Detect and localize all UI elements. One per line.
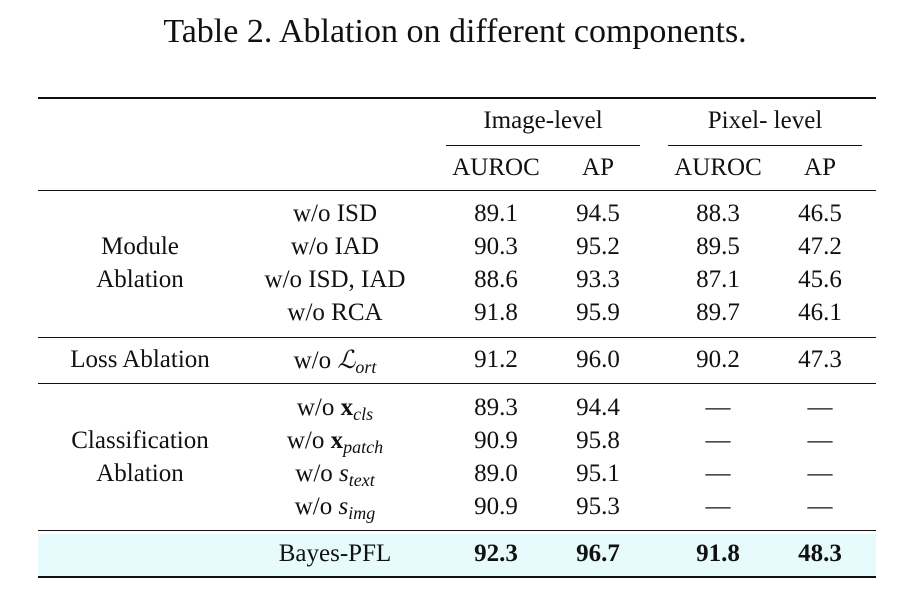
classification-rule	[38, 530, 876, 531]
value-cell: 46.5	[798, 200, 842, 227]
header-image-level: Image-level	[483, 107, 603, 134]
value-cell: 90.2	[696, 346, 740, 373]
value-cell: —	[705, 493, 731, 520]
math-subscript: ort	[355, 357, 377, 377]
value-cell: 45.6	[798, 266, 842, 293]
image-level-underline	[446, 145, 640, 146]
value-cell: 95.1	[576, 460, 620, 487]
value-cell: 95.9	[576, 299, 620, 326]
final-image-auroc: 92.3	[474, 540, 518, 567]
value-cell: 95.8	[576, 427, 620, 454]
method-cell: w/o IAD	[290, 233, 380, 260]
value-cell: 89.3	[474, 394, 518, 421]
header-image-ap: AP	[582, 154, 614, 181]
final-pixel-auroc: 91.8	[696, 540, 740, 567]
method-prefix: w/o	[296, 394, 341, 421]
math-symbol: s	[339, 460, 349, 487]
group-classification-line1: Classification	[71, 427, 209, 454]
value-cell: 87.1	[696, 266, 740, 293]
table-caption: Table 2. Ablation on different component…	[163, 13, 747, 50]
group-module-line2: Ablation	[96, 266, 184, 293]
highlight-row-background	[38, 534, 876, 576]
value-cell: 89.5	[696, 233, 740, 260]
value-cell: 95.2	[576, 233, 620, 260]
value-cell: —	[705, 394, 731, 421]
value-cell: 91.8	[474, 299, 518, 326]
value-cell: 89.1	[474, 200, 518, 227]
method-cell: w/o xcls	[240, 393, 430, 424]
method-cell: w/o stext	[240, 459, 430, 490]
math-symbol: x	[330, 427, 344, 454]
value-cell: 89.7	[696, 299, 740, 326]
value-cell: 91.2	[474, 346, 518, 373]
method-prefix: w/o	[286, 427, 331, 454]
math-subscript: patch	[343, 437, 384, 457]
value-cell: —	[705, 427, 731, 454]
value-cell: 94.4	[576, 394, 620, 421]
method-prefix: w/o	[293, 347, 338, 374]
math-subscript: cls	[353, 404, 374, 424]
method-prefix: w/o	[294, 493, 339, 520]
value-cell: 94.5	[576, 200, 620, 227]
group-module-line1: Module	[101, 233, 179, 260]
method-prefix: w/o	[295, 460, 340, 487]
math-subscript: text	[348, 470, 375, 490]
value-cell: 90.9	[474, 493, 518, 520]
group-classification-line2: Ablation	[96, 460, 184, 487]
value-cell: 89.0	[474, 460, 518, 487]
value-cell: —	[807, 460, 833, 487]
method-cell: w/o simg	[240, 492, 430, 523]
method-cell: w/o ℒort	[240, 345, 430, 377]
header-pixel-ap: AP	[804, 154, 836, 181]
method-cell: w/o RCA	[287, 299, 383, 326]
value-cell: 96.0	[576, 346, 620, 373]
group-loss: Loss Ablation	[70, 346, 210, 373]
value-cell: 88.3	[696, 200, 740, 227]
method-cell: w/o ISD, IAD	[264, 266, 406, 293]
value-cell: —	[807, 427, 833, 454]
value-cell: 88.6	[474, 266, 518, 293]
final-pixel-ap: 48.3	[798, 540, 842, 567]
bottom-rule	[38, 576, 876, 578]
value-cell: 90.9	[474, 427, 518, 454]
math-symbol: s	[338, 493, 349, 520]
final-method: Bayes-PFL	[278, 540, 392, 567]
final-image-ap: 96.7	[576, 540, 620, 567]
top-rule	[38, 97, 876, 99]
value-cell: —	[807, 394, 833, 421]
loss-rule	[38, 383, 876, 384]
header-rule	[38, 190, 876, 191]
value-cell: 46.1	[798, 299, 842, 326]
header-image-auroc: AUROC	[452, 154, 540, 181]
math-symbol: x	[340, 394, 354, 421]
value-cell: 93.3	[576, 266, 620, 293]
method-cell: w/o ISD	[292, 200, 378, 227]
math-subscript: img	[348, 503, 376, 523]
value-cell: 47.3	[798, 346, 842, 373]
math-symbol: ℒ	[337, 345, 356, 374]
value-cell: —	[705, 460, 731, 487]
pixel-level-underline	[668, 145, 862, 146]
value-cell: —	[807, 493, 833, 520]
value-cell: 95.3	[576, 493, 620, 520]
header-pixel-auroc: AUROC	[674, 154, 762, 181]
value-cell: 90.3	[474, 233, 518, 260]
value-cell: 47.2	[798, 233, 842, 260]
header-pixel-level: Pixel- level	[707, 107, 823, 134]
module-rule	[38, 337, 876, 338]
method-cell: w/o xpatch	[240, 426, 430, 457]
